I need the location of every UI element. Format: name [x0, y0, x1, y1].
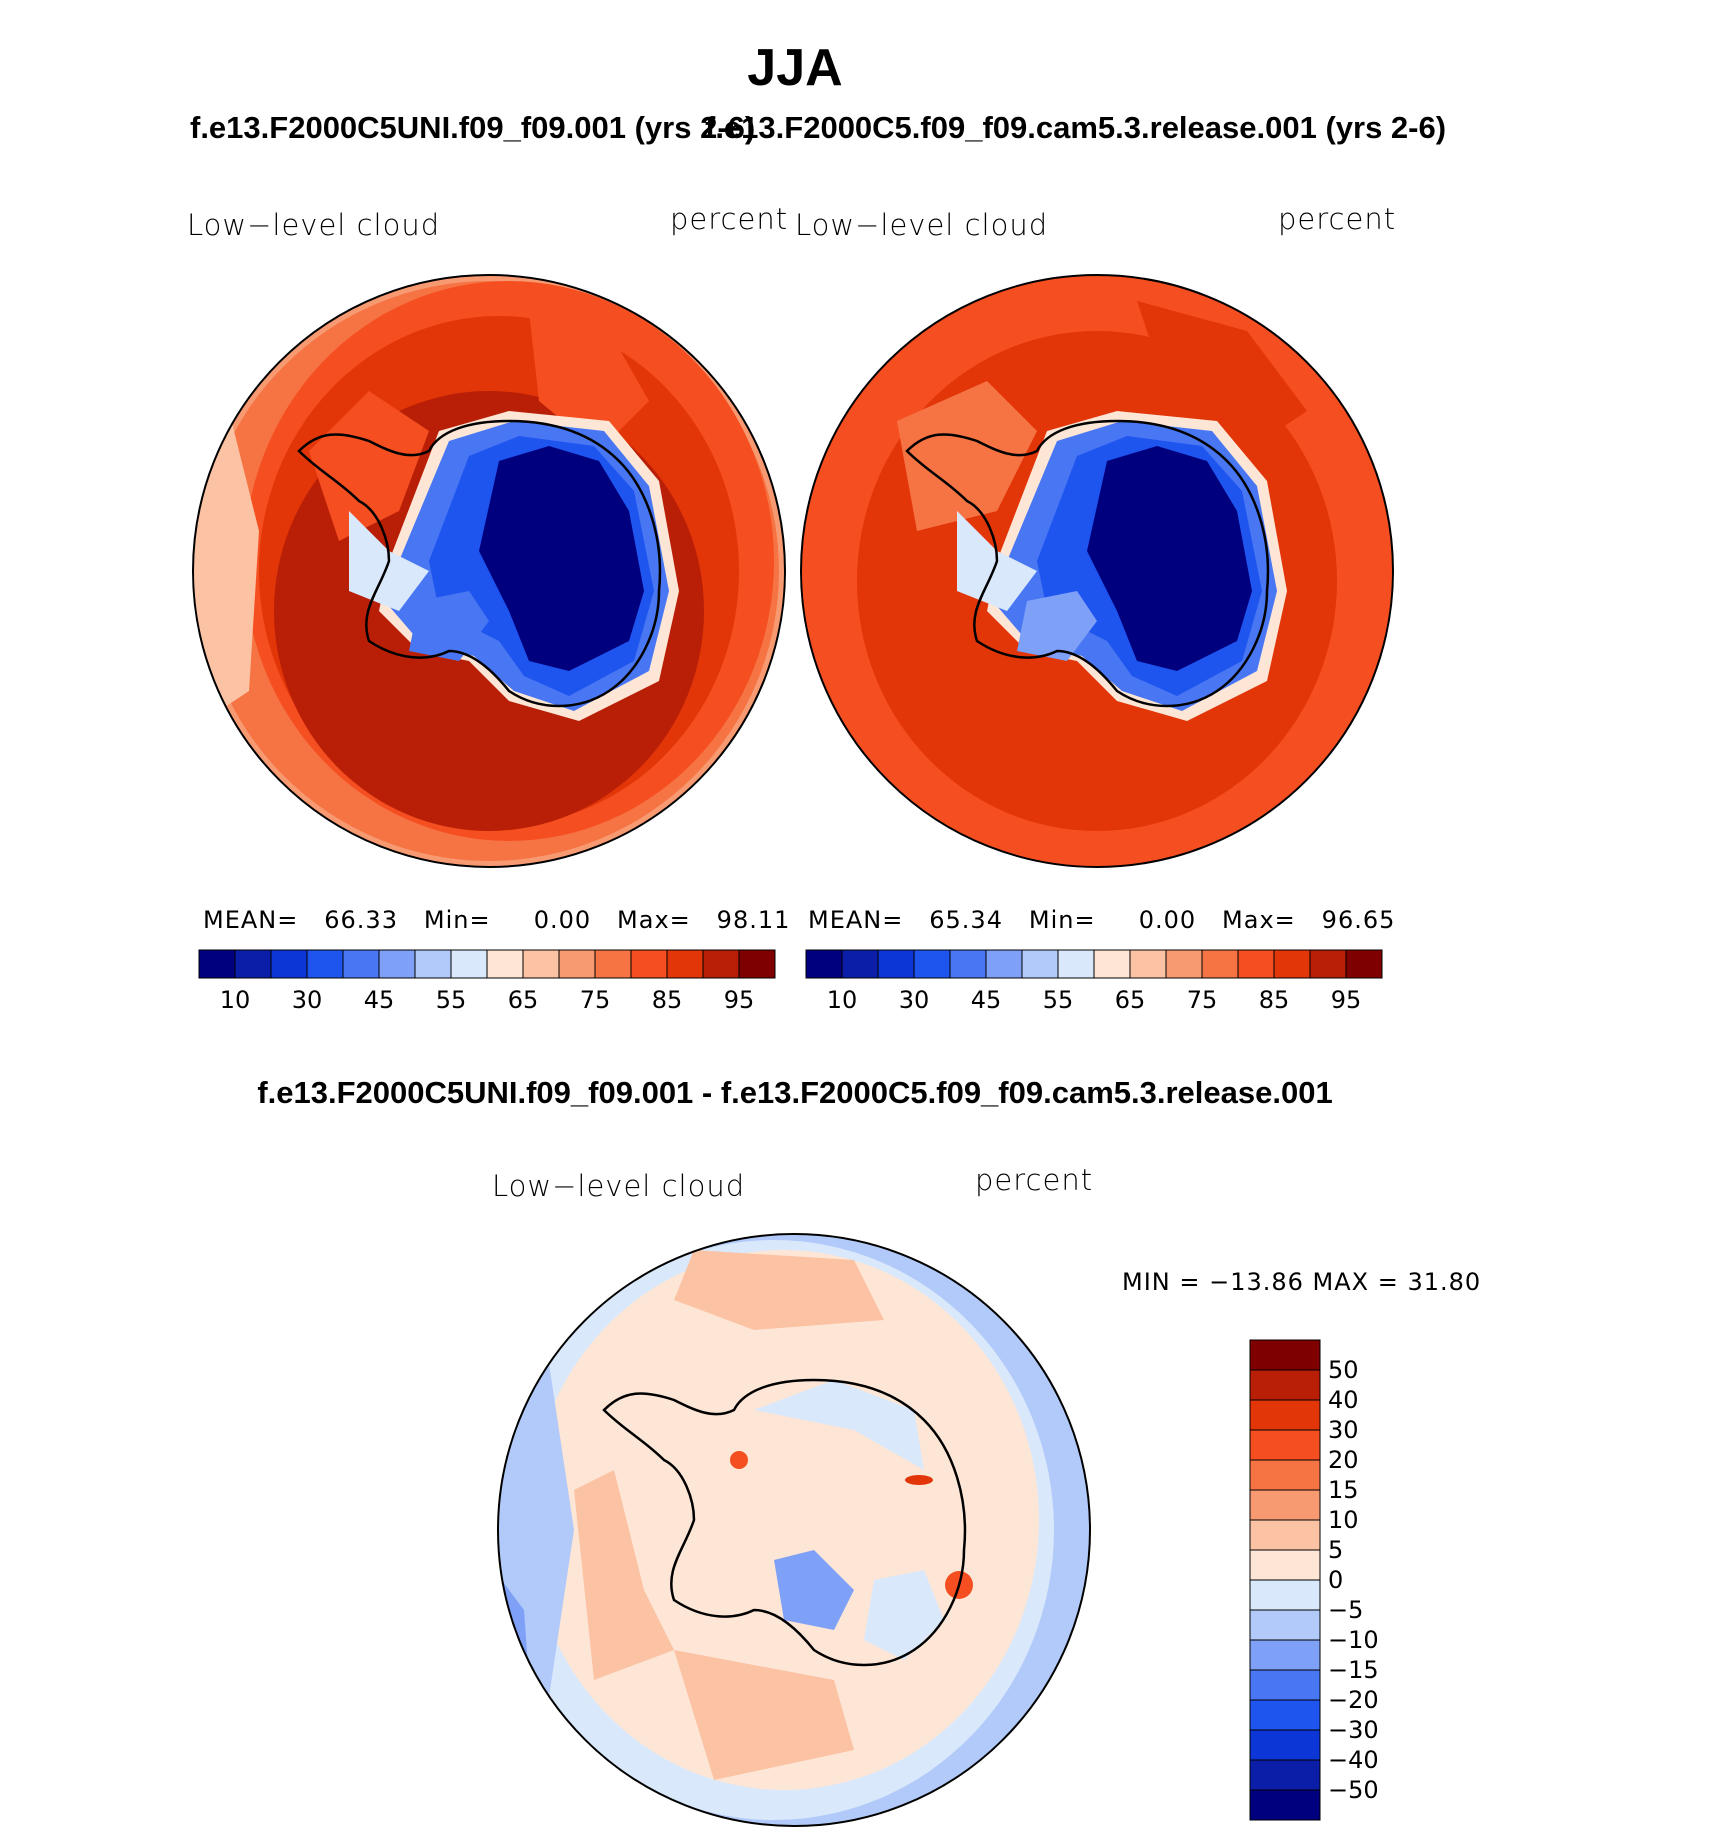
- colorbar-swatch: [558, 949, 596, 979]
- colorbar-tick-label: −15: [1328, 1656, 1379, 1684]
- colorbar-swatch: [1021, 949, 1059, 979]
- colorbar-tick-label: −5: [1328, 1596, 1363, 1624]
- colorbar-swatch: [1201, 949, 1239, 979]
- diff-minmax: MIN = −13.86 MAX = 31.80: [1122, 1268, 1482, 1296]
- colorbar-swatch: [1249, 1429, 1321, 1461]
- left-polar-map: [192, 274, 786, 868]
- colorbar-swatch: [306, 949, 344, 979]
- colorbar-tick-label: 45: [971, 986, 1002, 1014]
- colorbar-swatch: [985, 949, 1023, 979]
- right-units-label: percent: [1278, 202, 1397, 236]
- colorbar-swatch: [1249, 1729, 1321, 1761]
- diff-variable-label: Low−level cloud: [492, 1169, 746, 1203]
- colorbar-swatch: [949, 949, 987, 979]
- colorbar-tick-label: 65: [1115, 986, 1146, 1014]
- colorbar-tick-label: 75: [580, 986, 611, 1014]
- colorbar-tick-label: 40: [1328, 1386, 1359, 1414]
- colorbar-swatch: [702, 949, 740, 979]
- colorbar-tick-label: 85: [652, 986, 683, 1014]
- colorbar-swatch: [666, 949, 704, 979]
- colorbar-tick-label: 20: [1328, 1446, 1359, 1474]
- colorbar-tick-label: 10: [220, 986, 251, 1014]
- colorbar-swatch: [841, 949, 879, 979]
- right-variable-label: Low−level cloud: [795, 208, 1049, 242]
- colorbar-swatch: [1249, 1789, 1321, 1821]
- right-polar-map: [800, 274, 1394, 868]
- colorbar-swatch: [486, 949, 524, 979]
- colorbar-swatch: [805, 949, 843, 979]
- colorbar-tick-label: 75: [1187, 986, 1218, 1014]
- colorbar-tick-label: 95: [1331, 986, 1362, 1014]
- colorbar-swatch: [1129, 949, 1167, 979]
- right-stats: MEAN= 65.34 Min= 0.00 Max= 96.65: [808, 906, 1396, 934]
- colorbar-swatch: [378, 949, 416, 979]
- colorbar-swatch: [1249, 1759, 1321, 1791]
- right-run-title: f.e13.F2000C5.f09_f09.cam5.3.release.001…: [705, 110, 1447, 145]
- colorbar-tick-label: 5: [1328, 1536, 1343, 1564]
- colorbar-swatch: [1249, 1489, 1321, 1521]
- diff-units-label: percent: [975, 1163, 1094, 1197]
- colorbar-swatch: [234, 949, 272, 979]
- colorbar-tick-label: −20: [1328, 1686, 1379, 1714]
- colorbar-tick-label: 55: [436, 986, 467, 1014]
- colorbar-swatch: [1249, 1399, 1321, 1431]
- colorbar-tick-label: 0: [1328, 1566, 1343, 1594]
- colorbar-swatch: [1345, 949, 1383, 979]
- figure-title: JJA: [747, 39, 843, 97]
- right-colorbar: 10 30 45 55 65 75 85 95: [805, 949, 1383, 1014]
- colorbar-swatch: [1249, 1579, 1321, 1611]
- colorbar-swatch: [1093, 949, 1131, 979]
- colorbar-swatch: [738, 949, 776, 979]
- colorbar-tick-label: 55: [1043, 986, 1074, 1014]
- colorbar-swatch: [342, 949, 380, 979]
- colorbar-swatch: [1249, 1369, 1321, 1401]
- diff-title: f.e13.F2000C5UNI.f09_f09.001 - f.e13.F20…: [257, 1075, 1333, 1110]
- colorbar-swatch: [1249, 1669, 1321, 1701]
- colorbar-swatch: [630, 949, 668, 979]
- colorbar-tick-label: 30: [899, 986, 930, 1014]
- colorbar-swatch: [594, 949, 632, 979]
- colorbar-tick-label: −30: [1328, 1716, 1379, 1744]
- colorbar-swatch: [1273, 949, 1311, 979]
- colorbar-tick-label: 45: [364, 986, 395, 1014]
- colorbar-tick-label: −40: [1328, 1746, 1379, 1774]
- left-units-label: percent: [670, 202, 789, 236]
- colorbar-tick-label: −50: [1328, 1776, 1379, 1804]
- colorbar-swatch: [877, 949, 915, 979]
- colorbar-swatch: [270, 949, 308, 979]
- colorbar-swatch: [198, 949, 236, 979]
- colorbar-tick-label: −10: [1328, 1626, 1379, 1654]
- colorbar-swatch: [450, 949, 488, 979]
- colorbar-swatch: [1249, 1699, 1321, 1731]
- colorbar-tick-label: 10: [827, 986, 858, 1014]
- colorbar-swatch: [1249, 1639, 1321, 1671]
- left-stats: MEAN= 66.33 Min= 0.00 Max= 98.11: [203, 906, 791, 934]
- left-variable-label: Low−level cloud: [187, 208, 441, 242]
- left-colorbar: 10 30 45 55 65 75 85 95: [198, 949, 776, 1014]
- colorbar-tick-label: 30: [292, 986, 323, 1014]
- colorbar-swatch: [1309, 949, 1347, 979]
- colorbar-swatch: [1165, 949, 1203, 979]
- diff-polar-map: [497, 1233, 1091, 1827]
- colorbar-swatch: [414, 949, 452, 979]
- colorbar-tick-label: 50: [1328, 1356, 1359, 1384]
- colorbar-tick-label: 85: [1259, 986, 1290, 1014]
- colorbar-swatch: [1237, 949, 1275, 979]
- colorbar-swatch: [1249, 1519, 1321, 1551]
- colorbar-swatch: [1057, 949, 1095, 979]
- colorbar-swatch: [913, 949, 951, 979]
- colorbar-swatch: [522, 949, 560, 979]
- colorbar-tick-label: 30: [1328, 1416, 1359, 1444]
- colorbar-swatch: [1249, 1459, 1321, 1491]
- left-run-title: f.e13.F2000C5UNI.f09_f09.001 (yrs 2-6): [190, 110, 756, 145]
- colorbar-swatch: [1249, 1339, 1321, 1371]
- colorbar-tick-label: 15: [1328, 1476, 1359, 1504]
- colorbar-swatch: [1249, 1549, 1321, 1581]
- colorbar-tick-label: 10: [1328, 1506, 1359, 1534]
- colorbar-swatch: [1249, 1609, 1321, 1641]
- colorbar-tick-label: 95: [724, 986, 755, 1014]
- colorbar-tick-label: 65: [508, 986, 539, 1014]
